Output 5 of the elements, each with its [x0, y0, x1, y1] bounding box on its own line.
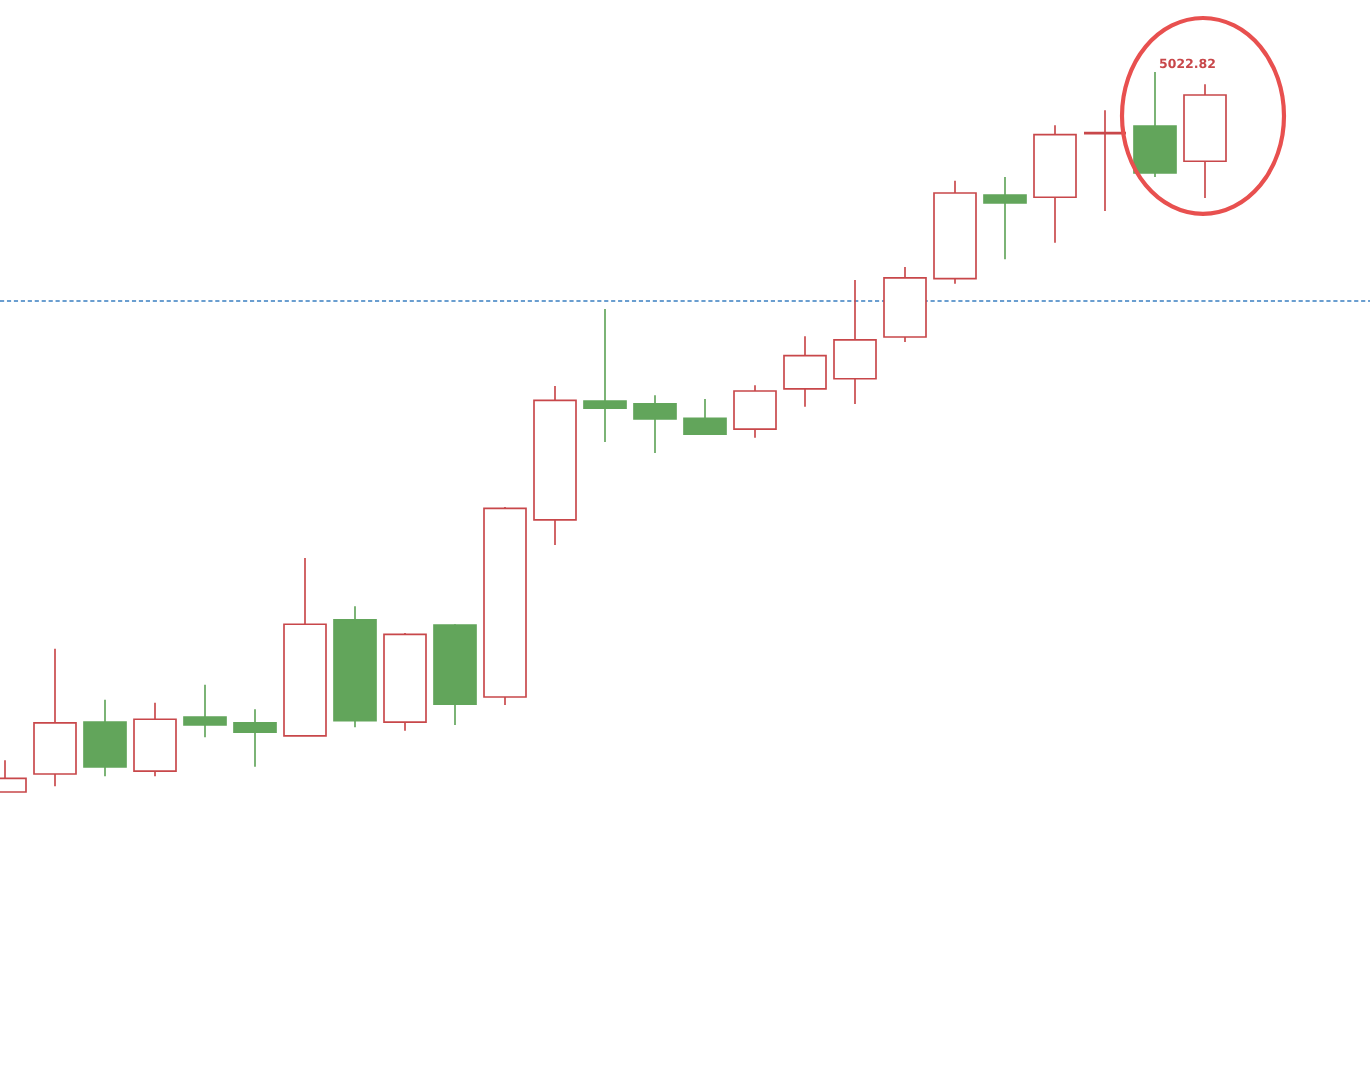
text: 5022.82 [1159, 58, 1215, 69]
candlestick [983, 176, 1027, 261]
candlestick [583, 308, 627, 443]
candlestick [233, 708, 277, 768]
candlestick [1082, 109, 1128, 212]
